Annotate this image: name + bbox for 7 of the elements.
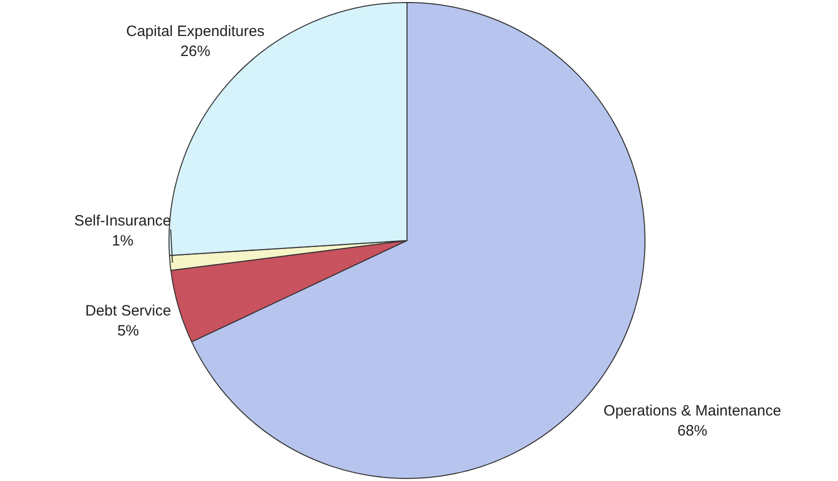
slice-label: Operations & Maintenance	[604, 402, 782, 420]
data-label: 26%	[180, 42, 210, 60]
data-label: 68%	[677, 422, 708, 440]
data-label: 5%	[117, 322, 140, 340]
slice-label: Debt Service	[85, 302, 172, 320]
data-label: 1%	[112, 232, 134, 250]
slice-label: Capital Expenditures	[126, 22, 265, 40]
